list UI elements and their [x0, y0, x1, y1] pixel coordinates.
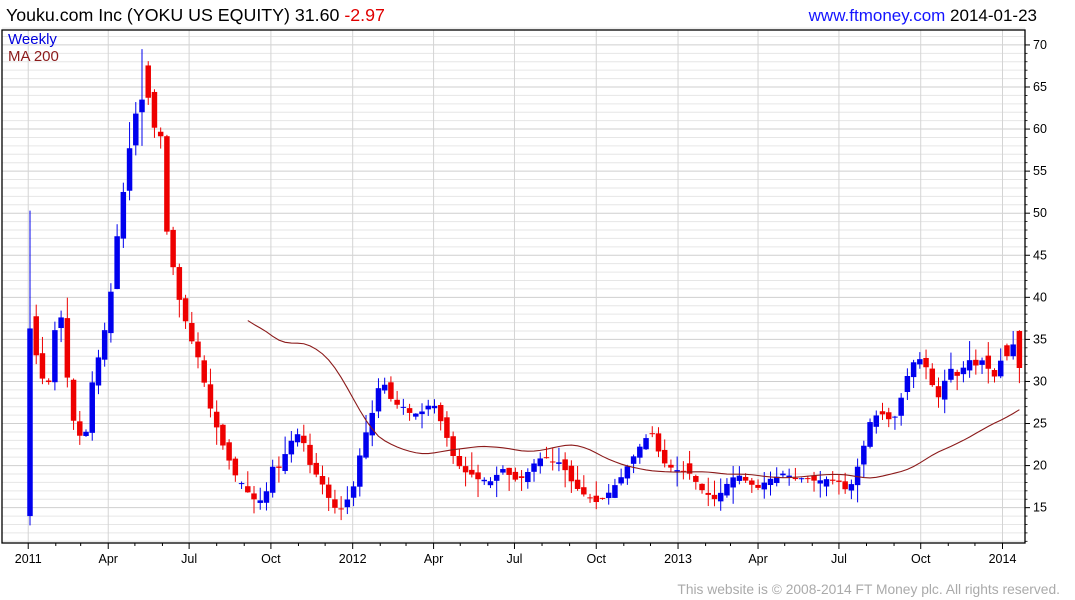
svg-text:Oct: Oct	[261, 552, 281, 566]
svg-text:2014: 2014	[989, 552, 1017, 566]
svg-text:Apr: Apr	[99, 552, 118, 566]
svg-text:2012: 2012	[339, 552, 367, 566]
svg-text:45: 45	[1033, 248, 1047, 262]
svg-text:55: 55	[1033, 164, 1047, 178]
svg-text:35: 35	[1033, 332, 1047, 346]
svg-text:30: 30	[1033, 374, 1047, 388]
svg-text:Oct: Oct	[911, 552, 931, 566]
svg-text:40: 40	[1033, 290, 1047, 304]
svg-text:20: 20	[1033, 459, 1047, 473]
svg-text:15: 15	[1033, 501, 1047, 515]
svg-text:Jul: Jul	[181, 552, 197, 566]
svg-text:Jul: Jul	[506, 552, 522, 566]
svg-text:Oct: Oct	[587, 552, 607, 566]
svg-text:25: 25	[1033, 417, 1047, 431]
svg-text:65: 65	[1033, 80, 1047, 94]
svg-text:2013: 2013	[664, 552, 692, 566]
svg-text:70: 70	[1033, 38, 1047, 52]
svg-text:Apr: Apr	[424, 552, 443, 566]
svg-text:50: 50	[1033, 206, 1047, 220]
svg-text:60: 60	[1033, 122, 1047, 136]
svg-text:Apr: Apr	[748, 552, 767, 566]
svg-text:Jul: Jul	[831, 552, 847, 566]
svg-text:2011: 2011	[15, 552, 42, 566]
